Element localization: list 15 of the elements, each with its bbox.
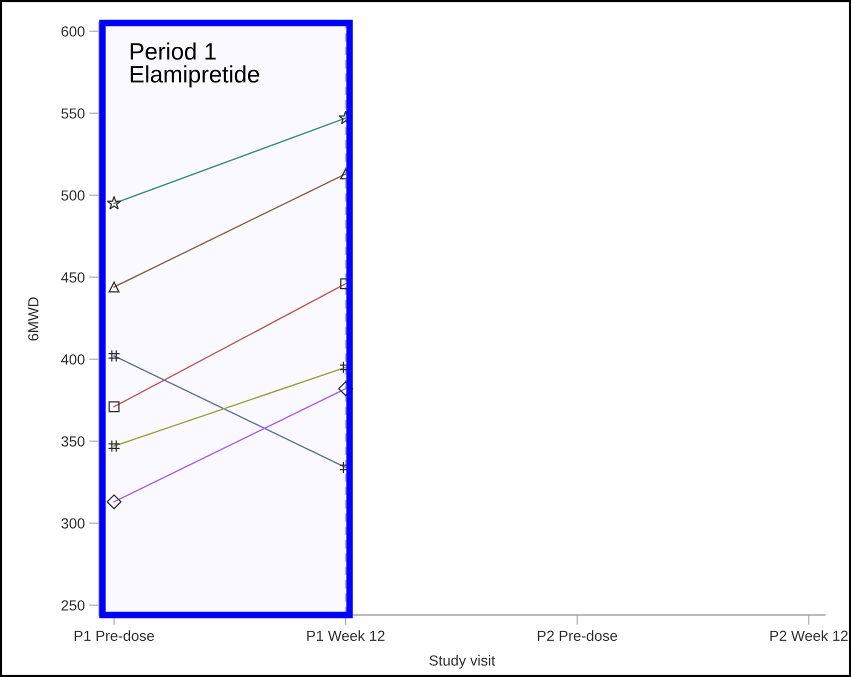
y-tick-label: 250 — [62, 600, 85, 611]
y-tick-label: 600 — [62, 26, 85, 37]
y-tick-label: 300 — [61, 518, 85, 529]
x-tick-label: P1 Week 12 — [307, 630, 384, 641]
x-axis-title: Study visit — [429, 654, 496, 669]
y-axis-title: 6MWD — [28, 297, 38, 341]
y-tick-label: 400 — [61, 354, 85, 365]
y-tick-label: 500 — [61, 190, 85, 201]
y-tick-label: 450 — [61, 272, 85, 283]
y-tick-label: 350 — [61, 436, 85, 447]
x-tick-label: P1 Pre-dose — [74, 630, 154, 641]
x-tick-label: P2 Week 12 — [770, 630, 848, 641]
x-tick-label: P2 Pre-dose — [538, 630, 618, 641]
y-tick-label: 550 — [61, 108, 85, 119]
band-label: Period 1 Elamipretide — [130, 42, 260, 88]
